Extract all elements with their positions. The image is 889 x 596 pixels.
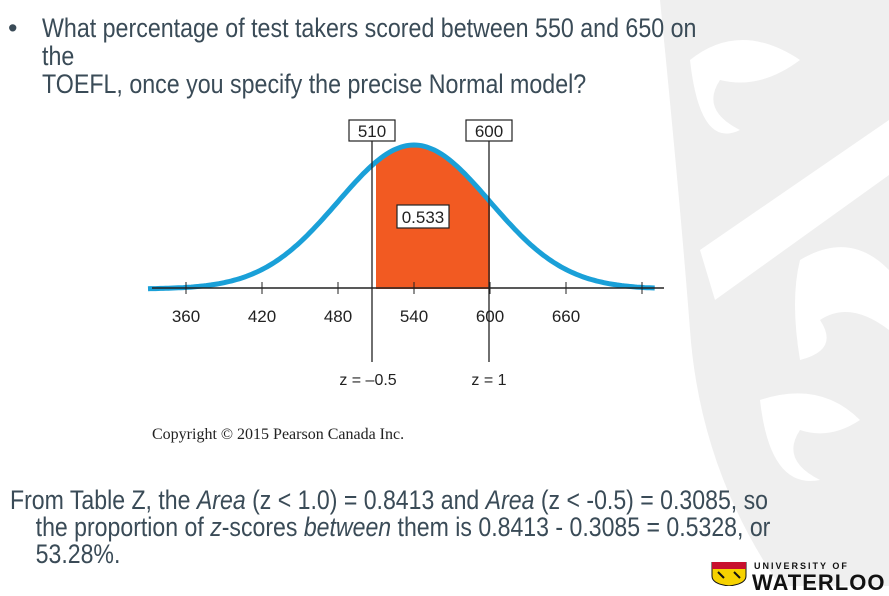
tick-label-660: 660 — [552, 307, 580, 326]
tick-label-420: 420 — [248, 307, 276, 326]
answer-part-4: the proportion of — [35, 512, 211, 542]
logo-waterloo: WATERLOO — [752, 570, 886, 595]
bound-label-600: 600 — [475, 122, 503, 141]
answer-line-3: 53.28%. — [35, 539, 121, 569]
bound-box-510 — [348, 119, 396, 142]
z-label-left: z = –0.5 — [339, 372, 396, 389]
answer-part-2: (z < 1.0) = 0.8413 and — [245, 485, 486, 515]
question-line-2: TOEFL, once you specify the precise Norm… — [42, 69, 587, 99]
area-label-box — [396, 204, 450, 229]
logo-university-of: UNIVERSITY OF — [754, 561, 849, 571]
question-text: What percentage of test takers scored be… — [42, 14, 727, 98]
tick-label-480: 480 — [324, 307, 352, 326]
answer-part-6: them is 0.8413 - 0.3085 = 0.5328, or — [391, 512, 771, 542]
area-label: 0.533 — [402, 208, 445, 227]
bullet-marker: • — [8, 13, 18, 43]
answer-part-1: From Table Z, the — [10, 485, 197, 515]
bound-label-510: 510 — [358, 122, 386, 141]
answer-line-2: the proportion of z-scores between them … — [10, 514, 865, 541]
answer-text: From Table Z, the Area (z < 1.0) = 0.841… — [10, 487, 865, 568]
normal-curve — [147, 142, 655, 292]
question-bullet: • What percentage of test takers scored … — [8, 14, 838, 98]
answer-area-1: Area — [196, 485, 246, 515]
answer-part-5: -scores — [221, 512, 304, 542]
bound-box-600 — [465, 119, 513, 142]
tick-label-360: 360 — [172, 307, 200, 326]
answer-part-3: (z < -0.5) = 0.3085, so — [534, 485, 768, 515]
tick-label-540: 540 — [400, 307, 428, 326]
question-line-1: What percentage of test takers scored be… — [42, 13, 697, 71]
shield-icon — [711, 562, 747, 586]
answer-area-2: Area — [485, 485, 535, 515]
answer-z: z — [210, 512, 222, 542]
copyright-notice: Copyright © 2015 Pearson Canada Inc. — [152, 426, 405, 443]
university-logo: UNIVERSITY OF WATERLOO — [708, 561, 889, 595]
answer-between: between — [303, 512, 392, 542]
z-label-right: z = 1 — [471, 372, 506, 389]
tick-label-600: 600 — [476, 307, 504, 326]
